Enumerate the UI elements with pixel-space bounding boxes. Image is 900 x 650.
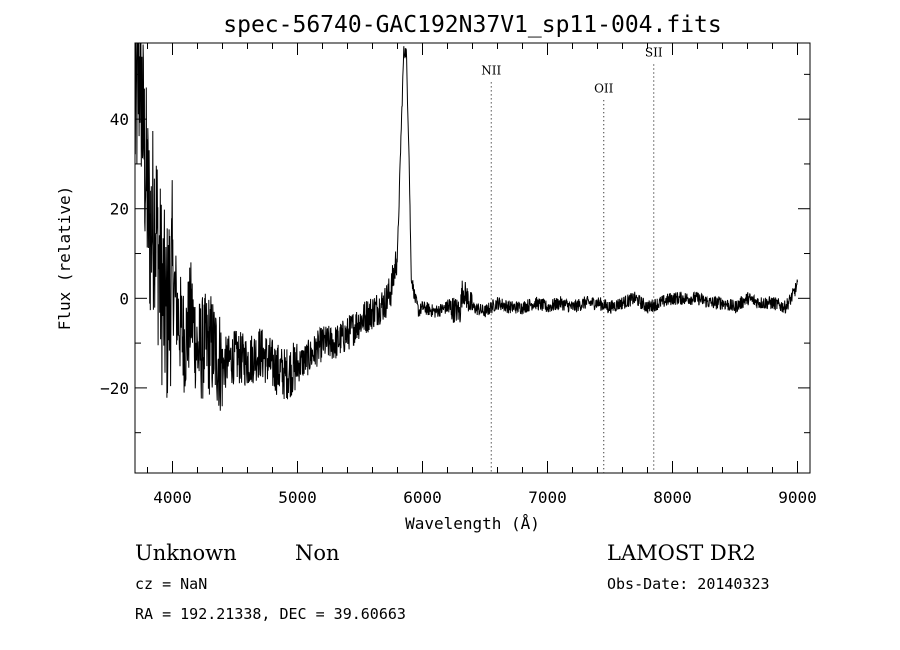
x-tick-label: 8000 <box>653 488 692 507</box>
obs-date-text: Obs-Date: 20140323 <box>607 575 770 593</box>
x-tick-label: 7000 <box>528 488 567 507</box>
y-tick-label: 0 <box>119 289 129 308</box>
plot-frame <box>134 42 811 474</box>
chart-title: spec-56740-GAC192N37V1_sp11-004.fits <box>223 12 722 38</box>
x-tick-label: 5000 <box>278 488 317 507</box>
x-axis-label: Wavelength (Å) <box>405 514 540 533</box>
coords-text: RA = 192.21338, DEC = 39.60663 <box>135 605 406 623</box>
cz-text: cz = NaN <box>135 575 208 593</box>
survey-label: LAMOST DR2 <box>607 541 756 565</box>
x-tick-label: 9000 <box>778 488 817 507</box>
y-axis-label: Flux (relative) <box>55 186 74 331</box>
class-label: Unknown <box>135 541 237 565</box>
x-tick-label: 4000 <box>153 488 192 507</box>
y-tick-label: 20 <box>110 200 129 219</box>
line-marker-label: SII <box>645 45 663 59</box>
line-marker-label: NII <box>481 63 501 77</box>
line-marker-label: OII <box>594 81 614 95</box>
subclass-label: Non <box>295 541 340 565</box>
y-tick-label: 40 <box>110 110 129 129</box>
y-tick-label: −20 <box>100 379 129 398</box>
x-tick-label: 6000 <box>403 488 442 507</box>
spectrum-line <box>134 42 798 411</box>
